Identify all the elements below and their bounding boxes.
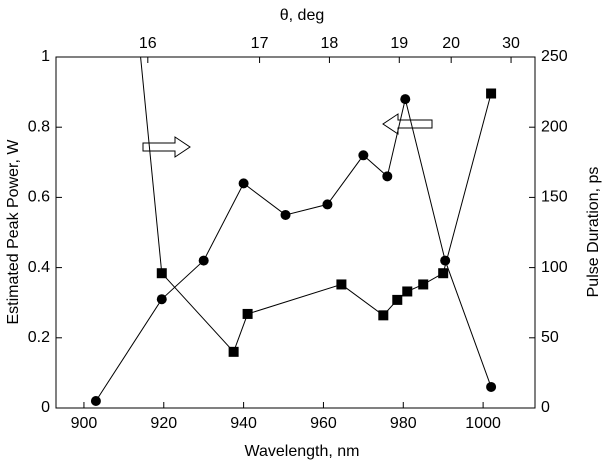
x2-tick-label: 20: [442, 35, 460, 52]
circle-marker: [358, 150, 369, 161]
plot-frame: [55, 56, 536, 409]
x-tick-label: 1000: [465, 415, 501, 432]
circle-marker: [400, 94, 411, 105]
y-tick-label: 0: [41, 399, 50, 416]
y2-tick-label: 150: [541, 189, 568, 206]
x2-tick-label: 18: [321, 35, 339, 52]
y-tick-label: 0.2: [28, 329, 50, 346]
square-marker: [228, 346, 239, 357]
y-tick-label: 0.6: [28, 189, 50, 206]
y2-tick-label: 50: [541, 329, 559, 346]
square-marker: [418, 279, 429, 290]
circle-marker: [322, 199, 333, 210]
circle-marker: [486, 381, 497, 392]
square-marker: [336, 279, 347, 290]
square-marker: [438, 268, 449, 279]
y-axis-label: Estimated Peak Power, W: [5, 139, 22, 325]
x-axis-label: Wavelength, nm: [244, 443, 359, 460]
square-marker: [402, 286, 413, 297]
y2-tick-label: 200: [541, 118, 568, 135]
circle-marker: [238, 178, 249, 189]
y-tick-label: 1: [41, 48, 50, 65]
circle-marker: [382, 171, 393, 182]
y2-tick-label: 250: [541, 48, 568, 65]
series-line: [140, 57, 492, 353]
y2-axis-label: Pulse Duration, ps: [585, 167, 602, 298]
square-marker: [392, 294, 403, 305]
square-marker: [156, 268, 167, 279]
y-tick-label: 0.8: [28, 118, 50, 135]
x-tick-label: 940: [230, 415, 257, 432]
circle-marker: [198, 255, 209, 266]
x2-tick-label: 19: [390, 35, 408, 52]
square-marker: [378, 310, 389, 321]
x-tick-label: 920: [150, 415, 177, 432]
x2-tick-label: 17: [251, 35, 269, 52]
x-tick-label: 980: [390, 415, 417, 432]
x-tick-label: 960: [310, 415, 337, 432]
arrow-left: [382, 113, 433, 135]
x2-tick-label: 30: [502, 35, 520, 52]
square-marker: [486, 88, 497, 99]
circle-marker: [156, 294, 167, 305]
square-marker: [133, 24, 143, 34]
y-tick-label: 0.4: [28, 259, 50, 276]
square-marker: [242, 308, 253, 319]
y2-tick-label: 0: [541, 399, 550, 416]
x-tick-label: 900: [71, 415, 98, 432]
y2-tick-label: 100: [541, 259, 568, 276]
x2-tick-label: 16: [139, 35, 157, 52]
circle-marker: [90, 395, 101, 406]
arrow-right: [142, 136, 191, 158]
top-axis-label: θ, deg: [280, 7, 324, 24]
circle-marker: [280, 209, 291, 220]
plot-area: [90, 24, 497, 406]
